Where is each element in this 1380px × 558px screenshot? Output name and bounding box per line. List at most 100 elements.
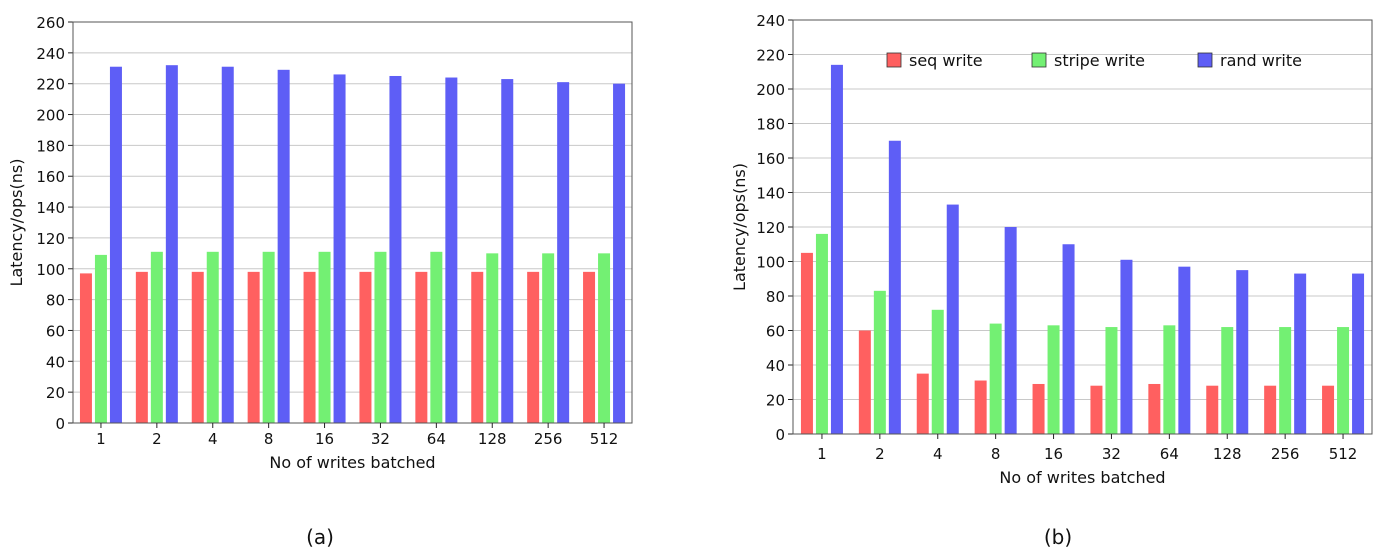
bar-stripe-write-16 [1047, 325, 1060, 434]
x-tick-labels: 1 2 4 8 16 32 64 128 256 512 [96, 430, 618, 448]
bar-rand-write-128 [1236, 270, 1249, 434]
bar-stripe-write-64 [1163, 325, 1176, 434]
legend-label: seq write [909, 51, 983, 70]
x-tick-labels: 1 2 4 8 16 32 64 128 256 512 [817, 445, 1357, 463]
bar-seq-write-256 [1264, 385, 1277, 434]
bar-seq-write-16 [303, 271, 316, 423]
bar-stripe-write-256 [542, 253, 555, 423]
legend-label: stripe write [1054, 51, 1145, 70]
y-tick-label: 120 [36, 230, 65, 248]
bar-seq-write-1 [79, 273, 92, 423]
bar-seq-write-512 [1322, 385, 1335, 434]
bar-seq-write-2 [135, 271, 148, 423]
x-tick-label: 8 [991, 445, 1001, 463]
y-tick-label: 60 [46, 322, 65, 340]
x-tick-label: 16 [1044, 445, 1063, 463]
y-tick-label: 40 [46, 353, 65, 371]
y-tick-label: 140 [36, 199, 65, 217]
y-tick-label: 140 [756, 185, 785, 203]
x-tick-label: 8 [264, 430, 274, 448]
bar-stripe-write-64 [430, 251, 443, 423]
bar-stripe-write-1 [815, 233, 828, 434]
bar-seq-write-256 [527, 271, 540, 423]
y-tick-label: 180 [756, 116, 785, 134]
bar-seq-write-32 [1090, 385, 1103, 434]
bar-seq-write-64 [415, 271, 428, 423]
bar-stripe-write-128 [486, 253, 499, 423]
x-tick-label: 128 [1213, 445, 1242, 463]
plot-frame [792, 19, 1373, 435]
bar-stripe-write-4 [931, 309, 944, 434]
bar-stripe-write-2 [150, 251, 163, 423]
bar-stripe-write-1 [94, 254, 107, 423]
bar-stripe-write-8 [262, 251, 275, 423]
bar-seq-write-512 [583, 271, 596, 423]
y-tick-label: 60 [766, 323, 785, 341]
bar-stripe-write-128 [1221, 327, 1234, 434]
x-tick-label: 16 [315, 430, 334, 448]
bar-rand-write-1 [830, 64, 843, 434]
y-tick-labels: 0 20 40 60 80 100 120 140 160 180 200 220 240 [756, 12, 785, 444]
legend-swatch [1197, 52, 1213, 68]
bar-seq-write-128 [471, 271, 484, 423]
y-tick-label: 200 [756, 81, 785, 99]
y-tick-label: 20 [46, 384, 65, 402]
bar-seq-write-16 [1032, 383, 1045, 434]
x-tick-label: 2 [875, 445, 885, 463]
bar-stripe-write-512 [1337, 327, 1350, 434]
bar-rand-write-256 [557, 82, 570, 424]
y-tick-label: 20 [766, 392, 785, 410]
bar-rand-write-4 [221, 66, 234, 423]
x-tick-label: 64 [427, 430, 446, 448]
bar-seq-write-2 [858, 330, 871, 434]
bar-rand-write-32 [1120, 259, 1133, 434]
y-tick-label: 0 [775, 426, 785, 444]
axes [788, 19, 1373, 439]
bars [79, 65, 626, 424]
x-tick-label: 4 [933, 445, 943, 463]
bar-rand-write-512 [1352, 273, 1365, 434]
bar-stripe-write-16 [318, 251, 331, 423]
y-tick-label: 160 [36, 168, 65, 186]
bar-seq-write-8 [247, 271, 260, 423]
x-tick-label: 256 [534, 430, 563, 448]
bar-seq-write-1 [800, 252, 813, 434]
x-tick-label: 4 [208, 430, 218, 448]
bar-rand-write-2 [165, 65, 178, 423]
bar-rand-write-2 [888, 140, 901, 434]
y-tick-labels: 0 20 40 60 80 100 120 140 160 180 200 220 240 260 [36, 14, 65, 433]
y-tick-label: 0 [55, 415, 65, 433]
y-axis-label: Latency/ops(ns) [7, 159, 26, 287]
bar-rand-write-64 [1178, 266, 1191, 434]
y-tick-label: 80 [766, 288, 785, 306]
x-tick-label: 2 [152, 430, 162, 448]
legend-swatch [1031, 52, 1047, 68]
bar-rand-write-8 [277, 69, 290, 424]
bar-rand-write-4 [946, 204, 959, 434]
x-tick-label: 256 [1271, 445, 1300, 463]
bar-seq-write-64 [1148, 383, 1161, 434]
y-tick-label: 220 [36, 76, 65, 94]
x-tick-label: 512 [590, 430, 619, 448]
bar-stripe-write-256 [1279, 327, 1292, 434]
y-tick-label: 260 [36, 14, 65, 32]
bar-rand-write-16 [333, 74, 346, 423]
y-tick-label: 240 [36, 45, 65, 63]
legend-label: rand write [1220, 51, 1302, 70]
y-tick-label: 180 [36, 137, 65, 155]
chart-panel-a: 0 20 40 60 80 100 120 140 160 180 200 220 240 260 1 2 4… [7, 14, 633, 549]
x-tick-label: 128 [478, 430, 507, 448]
bar-rand-write-8 [1004, 227, 1017, 434]
y-axis-label: Latency/ops(ns) [730, 163, 749, 291]
plot-frame [72, 21, 633, 424]
y-tick-label: 220 [756, 47, 785, 65]
bar-stripe-write-4 [206, 251, 219, 423]
bar-stripe-write-2 [873, 290, 886, 434]
bar-seq-write-32 [359, 271, 372, 423]
x-axis-label: No of writes batched [999, 468, 1165, 487]
bar-rand-write-512 [613, 83, 626, 423]
panel-label: (b) [1044, 525, 1072, 549]
x-tick-label: 1 [817, 445, 827, 463]
bar-rand-write-16 [1062, 244, 1075, 434]
